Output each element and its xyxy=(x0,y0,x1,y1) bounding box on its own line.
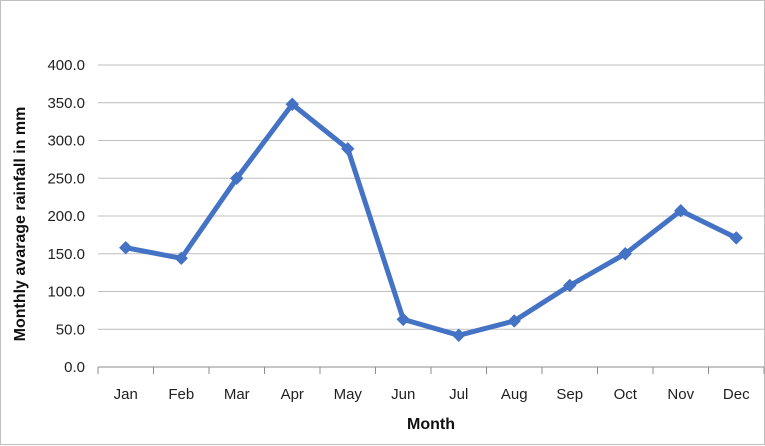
data-point-marker xyxy=(174,251,188,265)
data-point-marker xyxy=(119,241,133,255)
x-tick-labels: Jan Feb Mar Apr May Jun Jul Aug Sep Oct Nov Dec xyxy=(114,386,750,403)
x-tick-label: Feb xyxy=(168,386,194,403)
x-tick-label: Aug xyxy=(501,386,528,403)
y-axis-title: Monthly avarage rainfall in mm xyxy=(12,107,29,342)
data-point-marker xyxy=(230,171,244,185)
y-tick-label: 0.0 xyxy=(64,359,85,376)
data-point-marker xyxy=(285,97,299,111)
data-point-marker xyxy=(396,312,410,327)
x-tick-label: Jun xyxy=(391,386,415,403)
x-tick-label: Jul xyxy=(449,386,468,403)
series-line xyxy=(123,101,739,338)
x-tick-label: Oct xyxy=(614,386,638,403)
x-tick-label: Nov xyxy=(667,386,694,403)
y-tick-label: 200.0 xyxy=(47,208,85,225)
gridlines xyxy=(97,64,765,374)
data-point-marker xyxy=(674,204,688,218)
data-point-marker xyxy=(452,328,466,342)
y-tick-label: 50.0 xyxy=(56,321,85,338)
data-point-marker xyxy=(341,142,355,156)
rainfall-series xyxy=(119,97,743,342)
x-tick-label: Sep xyxy=(556,386,583,403)
y-tick-labels: 0.0 50.0 100.0 150.0 200.0 250.0 300.0 350.0 400… xyxy=(47,57,85,376)
y-tick-label: 350.0 xyxy=(47,95,85,112)
x-tick-label: Dec xyxy=(723,386,750,403)
x-tick-label: Apr xyxy=(281,386,304,403)
data-point-marker xyxy=(507,314,521,328)
x-tick-label: May xyxy=(334,386,363,403)
y-tick-label: 150.0 xyxy=(47,246,85,263)
x-tick-label: Mar xyxy=(224,386,250,403)
data-point-marker xyxy=(563,278,577,293)
data-point-marker xyxy=(729,231,743,245)
x-tick-label: Jan xyxy=(114,386,138,403)
y-tick-label: 300.0 xyxy=(47,133,85,150)
y-tick-label: 400.0 xyxy=(47,57,85,74)
y-tick-label: 250.0 xyxy=(47,170,85,187)
data-point-marker xyxy=(618,247,632,261)
y-tick-label: 100.0 xyxy=(47,284,85,301)
x-axis-title: Month xyxy=(407,416,455,433)
